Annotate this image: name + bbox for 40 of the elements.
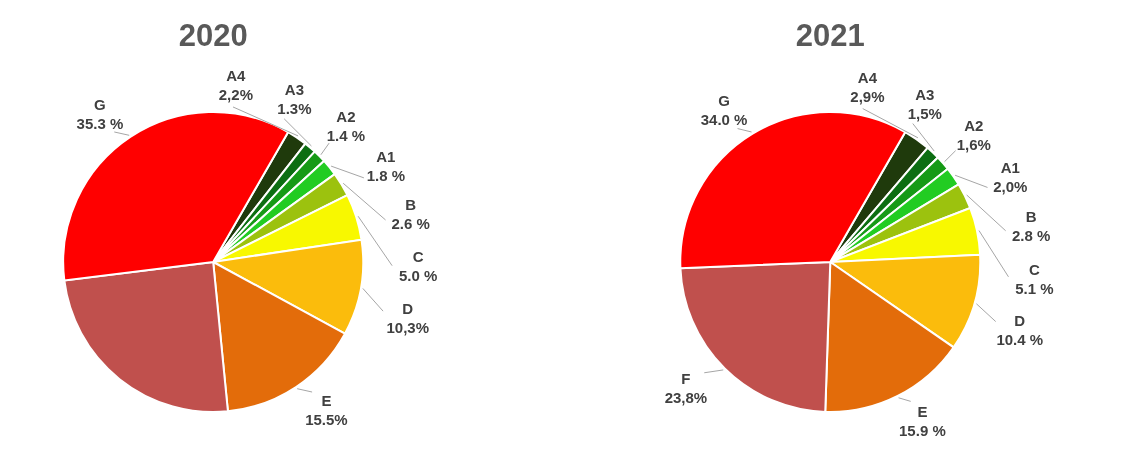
data-label: 1.4 % [326, 127, 366, 145]
data-label: 1,5% [907, 105, 942, 123]
slice-label: D [402, 300, 414, 318]
data-label: 15.5% [305, 411, 348, 429]
slice-label: A4 [857, 68, 878, 86]
data-label: 15.9 % [899, 422, 946, 440]
slice-label: B [1025, 208, 1037, 226]
data-label: 10.4 % [996, 330, 1044, 348]
data-label: 2.6 % [391, 215, 430, 233]
data-label: 1,6% [956, 135, 991, 153]
slice-label: A3 [284, 80, 305, 98]
slice-label: C [1028, 260, 1040, 278]
data-label: 2,2% [218, 86, 253, 104]
data-label: 1.3% [277, 99, 312, 117]
slice-label: A1 [1000, 158, 1020, 176]
chart-title: 2021 [795, 18, 865, 53]
slice-label: D [1014, 311, 1026, 329]
data-label: 35.3 % [76, 114, 124, 132]
data-label: 23,8% [664, 389, 708, 407]
data-label: 5.1 % [1015, 279, 1054, 297]
data-label: 5.0 % [398, 267, 438, 285]
slice-label: C [412, 248, 424, 266]
slice-label: A3 [915, 86, 935, 104]
data-label: 2,0% [993, 177, 1028, 195]
data-label: 1.8 % [366, 166, 405, 184]
data-label: 10,3% [386, 319, 430, 337]
slice-label: G [718, 91, 730, 109]
slice-label: A2 [964, 116, 984, 134]
data-label: 2.8 % [1011, 227, 1051, 245]
data-label: 2,9% [850, 87, 885, 105]
slice-label: F [681, 370, 691, 388]
slice-label: A1 [376, 147, 396, 165]
slice-label: E [321, 392, 332, 410]
data-label: 34.0 % [700, 110, 748, 128]
slice-label: A4 [226, 67, 247, 85]
slice-label: B [405, 196, 417, 214]
chart-title: 2020 [178, 18, 248, 53]
slice-label: G [94, 95, 106, 113]
slice-label: E [917, 403, 928, 421]
slice-label: A2 [336, 108, 356, 126]
